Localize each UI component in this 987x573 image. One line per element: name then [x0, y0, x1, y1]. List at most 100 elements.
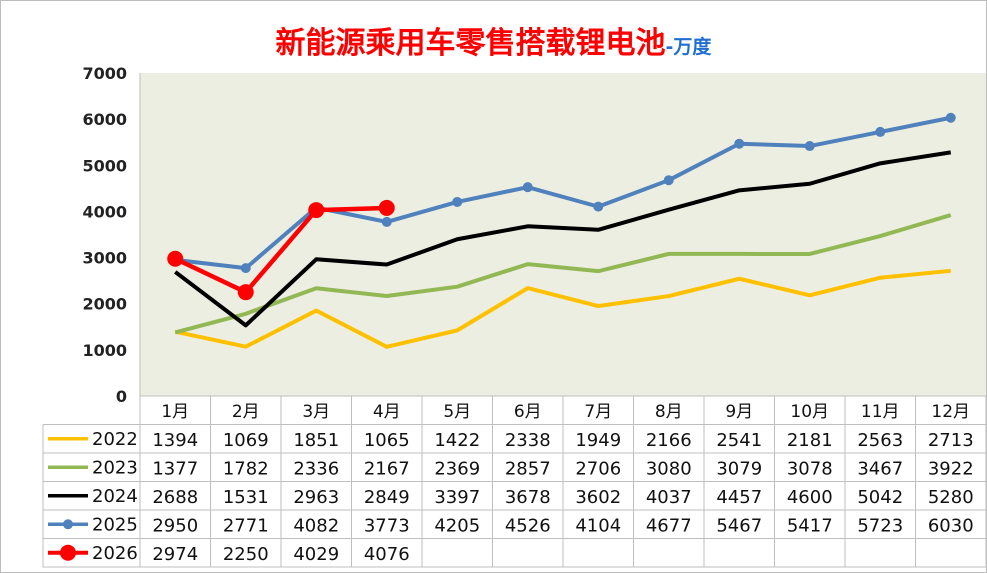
data-point: [167, 250, 184, 267]
table-value-cell: 2369: [434, 458, 480, 479]
series-lines: [174, 115, 952, 349]
y-tick-label: 7000: [82, 64, 127, 83]
table-value-cell: 2688: [152, 487, 198, 508]
table-value-cell: 4082: [293, 515, 339, 536]
legend-series-name: 2026: [92, 543, 138, 564]
x-tick-label: 1月: [161, 402, 189, 422]
table-value-cell: 2771: [223, 515, 269, 536]
y-tick-label: 5000: [82, 156, 127, 175]
legend-series-name: 2024: [92, 486, 138, 507]
x-tick-label: 8月: [655, 402, 683, 422]
legend-series-name: 2023: [92, 457, 138, 478]
table-value-cell: 1422: [434, 430, 480, 451]
table-value-cell: 5417: [787, 515, 833, 536]
table-value-cell: 5280: [928, 487, 974, 508]
table-value-cell: 2541: [716, 430, 762, 451]
table-value-cell: 2963: [293, 487, 339, 508]
data-point: [875, 126, 886, 137]
y-tick-label: 0: [116, 387, 127, 406]
series-line: [174, 268, 951, 349]
table-value-cell: 3602: [575, 487, 621, 508]
legend-key-marker: [63, 519, 73, 530]
title-text: 新能源乘用车零售搭载锂电池: [275, 26, 666, 61]
table-value-cell: 2857: [505, 458, 551, 479]
data-point: [663, 175, 674, 186]
table-value-cell: 2338: [505, 430, 551, 451]
x-tick-label: 10月: [790, 402, 829, 422]
table-value-cell: 2250: [223, 544, 269, 565]
data-point: [308, 202, 325, 219]
table-value-cell: 4104: [575, 515, 621, 536]
data-point: [452, 196, 463, 207]
unit-text: -万度: [665, 36, 712, 58]
y-tick-label: 6000: [82, 110, 127, 129]
table-value-cell: 3078: [787, 458, 833, 479]
table-value-cell: 1531: [223, 487, 269, 508]
table-value-cell: 5723: [857, 515, 903, 536]
table-value-cell: 5042: [857, 487, 903, 508]
table-value-cell: 2167: [364, 458, 410, 479]
table-value-cell: 3467: [857, 458, 903, 479]
y-tick-label: 2000: [82, 295, 127, 314]
table-value-cell: 3079: [716, 458, 762, 479]
table-value-cell: 3080: [646, 458, 692, 479]
series-line: [174, 213, 952, 335]
table-value-cell: 1949: [575, 430, 621, 451]
table-value-cell: 2166: [646, 430, 692, 451]
x-tick-label: 11月: [861, 402, 900, 422]
table-value-cell: 2706: [575, 458, 621, 479]
x-tick-label: 2月: [232, 402, 260, 422]
legend-series-name: 2022: [92, 429, 138, 450]
series-markers: [167, 112, 956, 301]
table-value-cell: 2713: [928, 430, 974, 451]
table-value-cell: 4526: [505, 515, 551, 536]
table-value-cell: 3678: [505, 487, 551, 508]
series-line: [174, 205, 387, 295]
legend-series-name: 2025: [92, 514, 138, 535]
table-value-cell: 1377: [152, 458, 198, 479]
table-value-cell: 2181: [787, 430, 833, 451]
x-tick-label: 12月: [931, 402, 970, 422]
legend-key-marker: [60, 544, 76, 561]
data-point: [237, 284, 254, 301]
table-value-cell: 1782: [223, 458, 269, 479]
table-value-cell: 2974: [152, 544, 198, 565]
table-value-cell: 4076: [364, 544, 410, 565]
table-value-cell: 3397: [434, 487, 480, 508]
table-value-cell: 2849: [364, 487, 410, 508]
table-value-cell: 4037: [646, 487, 692, 508]
table-value-cell: 2336: [293, 458, 339, 479]
table-value-cell: 4205: [434, 515, 480, 536]
data-point: [240, 263, 251, 274]
table-value-cell: 4457: [716, 487, 762, 508]
y-tick-label: 3000: [82, 249, 127, 268]
table-value-cell: 4677: [646, 515, 692, 536]
x-tick-label: 3月: [302, 402, 330, 422]
table-value-cell: 4600: [787, 487, 833, 508]
x-tick-label: 7月: [584, 402, 612, 422]
data-point: [522, 182, 533, 193]
plot-area: [140, 73, 986, 396]
data-point: [734, 138, 745, 149]
y-axis: 0 1000 2000 3000 4000 5000 6000 7000: [82, 64, 127, 406]
table-value-cell: 6030: [928, 515, 974, 536]
table-value-cell: 3773: [364, 515, 410, 536]
data-point: [593, 201, 604, 212]
data-point: [381, 216, 392, 227]
table-value-cell: 1851: [293, 430, 339, 451]
table-value-cell: 1394: [152, 430, 198, 451]
x-tick-label: 6月: [514, 402, 542, 422]
series-line: [174, 150, 952, 328]
data-point: [945, 112, 956, 123]
chart-title: 新能源乘用车零售搭载锂电池-万度: [0, 18, 987, 62]
table-value-cell: 2950: [152, 515, 198, 536]
x-tick-label: 9月: [725, 402, 753, 422]
y-tick-label: 1000: [82, 341, 127, 360]
table-value-cell: 1069: [223, 430, 269, 451]
data-table: 1月 2月 3月 4月 5月 6月 7月 8月 9月 10月 11月 12月 2022 1394 1069 1…: [42, 73, 987, 568]
x-tick-label: 5月: [443, 402, 471, 422]
y-tick-label: 4000: [82, 202, 127, 221]
x-tick-label: 4月: [373, 402, 401, 422]
series-line: [175, 115, 952, 271]
